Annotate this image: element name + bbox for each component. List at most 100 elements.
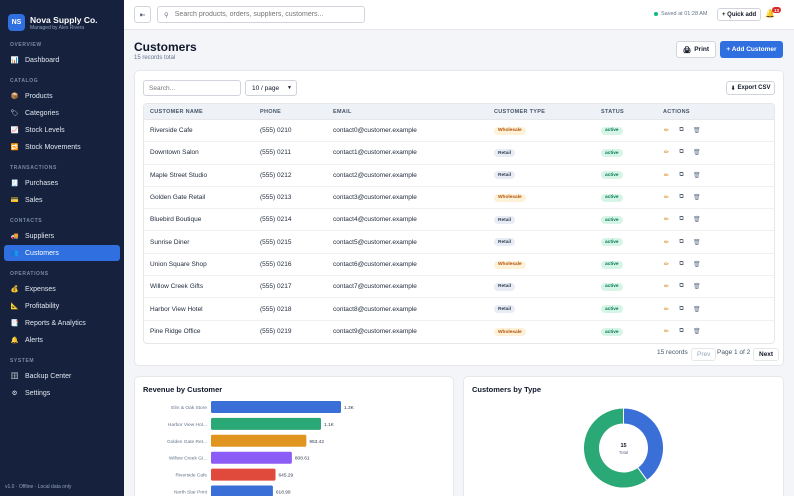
edit-icon[interactable]: ✏ — [663, 172, 670, 179]
edit-icon[interactable]: ✏ — [663, 329, 670, 336]
customers-table: CUSTOMER NAME PHONE EMAIL CUSTOMER TYPE … — [143, 103, 775, 344]
sidebar-item-backup-center[interactable]: 🗄 Backup Center — [4, 368, 120, 384]
duplicate-icon[interactable]: ⧉ — [679, 283, 684, 290]
edit-icon[interactable]: ✏ — [663, 306, 670, 313]
duplicate-icon[interactable]: ⧉ — [679, 127, 684, 134]
status-cell: active — [601, 305, 663, 314]
email-cell: contact1@customer.example — [333, 149, 417, 157]
table-row[interactable]: Bluebird Boutique (555) 0214 contact4@cust… — [144, 209, 774, 232]
table-search-input[interactable] — [143, 80, 241, 96]
revenue-chart-card: Revenue by Customer Elm & Oak Store 1.3K H… — [134, 376, 454, 496]
duplicate-icon[interactable]: ⧉ — [679, 260, 684, 267]
duplicate-icon[interactable]: ⧉ — [679, 149, 684, 156]
delete-icon[interactable]: 🗑 — [693, 150, 701, 157]
sidebar-item-dashboard[interactable]: 📊 Dashboard — [4, 52, 120, 68]
column-header-type[interactable]: CUSTOMER TYPE — [494, 108, 546, 115]
edit-icon[interactable]: ✏ — [663, 261, 670, 268]
sidebar-item-stock-levels[interactable]: 📈 Stock Levels — [4, 122, 120, 138]
column-header-actions: ACTIONS — [663, 108, 690, 115]
duplicate-icon[interactable]: ⧉ — [679, 194, 684, 201]
sidebar-item-profitability[interactable]: 📐 Profitability — [4, 298, 120, 314]
delete-icon[interactable]: 🗑 — [693, 284, 701, 291]
phone-cell: (555) 0217 — [260, 283, 292, 291]
edit-icon[interactable]: ✏ — [663, 217, 670, 224]
export-csv-button[interactable]: ⬇ Export CSV — [726, 81, 775, 95]
email-cell: contact5@customer.example — [333, 238, 417, 246]
table-row[interactable]: Downtown Salon (555) 0211 contact1@custome… — [144, 142, 774, 165]
column-header-phone[interactable]: PHONE — [260, 108, 282, 115]
alerts-count-badge: 13 — [772, 7, 782, 13]
bar-category-label: North Star Print — [174, 490, 208, 496]
edit-icon[interactable]: ✏ — [663, 128, 670, 135]
delete-icon[interactable]: 🗑 — [693, 329, 701, 336]
duplicate-icon[interactable]: ⧉ — [679, 216, 684, 223]
add-customer-button[interactable]: + Add Customer — [720, 41, 783, 58]
column-header-email[interactable]: EMAIL — [333, 108, 352, 115]
table-row[interactable]: Union Square Shop (555) 0216 contact6@cust… — [144, 254, 774, 277]
table-row[interactable]: Maple Street Studio (555) 0212 contact2@cu… — [144, 165, 774, 187]
duplicate-icon[interactable]: ⧉ — [679, 328, 684, 335]
sidebar-item-purchases[interactable]: 🧾 Purchases — [4, 175, 120, 191]
print-button[interactable]: 🖨 Print — [676, 41, 716, 58]
nav-section-title: OPERATIONS — [10, 271, 49, 277]
sidebar-item-label: Alerts — [25, 336, 43, 344]
sidebar-item-categories[interactable]: 🏷 Categories — [4, 105, 120, 121]
sidebar-item-expenses[interactable]: 💰 Expenses — [4, 281, 120, 297]
collapse-sidebar-button[interactable]: ⇤ — [134, 6, 151, 23]
table-row[interactable]: Riverside Cafe (555) 0210 contact0@custome… — [144, 120, 774, 143]
quick-add-button[interactable]: + Quick add — [717, 8, 762, 21]
sidebar-item-reports-analytics[interactable]: 📑 Reports & Analytics — [4, 315, 120, 331]
edit-icon[interactable]: ✏ — [663, 284, 670, 291]
table-body: Riverside Cafe (555) 0210 contact0@custome… — [144, 120, 774, 343]
trend-icon: 📈 — [10, 127, 19, 134]
duplicate-icon[interactable]: ⧉ — [679, 305, 684, 312]
actions-cell: ✏ ⧉ 🗑 — [663, 261, 723, 268]
edit-icon[interactable]: ✏ — [663, 195, 670, 202]
sidebar-item-label: Stock Movements — [25, 143, 81, 151]
edit-icon[interactable]: ✏ — [663, 150, 670, 157]
bell-icon[interactable]: 🔔 — [765, 9, 775, 18]
duplicate-icon[interactable]: ⧉ — [679, 238, 684, 245]
table-row[interactable]: Pine Ridge Office (555) 0219 contact9@cust… — [144, 321, 774, 343]
status-badge: active — [601, 305, 623, 314]
sidebar-item-stock-movements[interactable]: 🔁 Stock Movements — [4, 139, 120, 155]
sidebar-item-alerts[interactable]: 🔔 Alerts — [4, 332, 120, 348]
delete-icon[interactable]: 🗑 — [693, 195, 701, 202]
duplicate-icon[interactable]: ⧉ — [679, 171, 684, 178]
delete-icon[interactable]: 🗑 — [693, 128, 701, 135]
table-row[interactable]: Harbor View Hotel (555) 0218 contact8@cust… — [144, 298, 774, 321]
table-row[interactable]: Willow Creek Gifts (555) 0217 contact7@cus… — [144, 276, 774, 299]
page-size-value: 10 / page — [252, 84, 280, 92]
sidebar-item-sales[interactable]: 💳 Sales — [4, 192, 120, 208]
bar-value-label: 1.3K — [344, 405, 355, 411]
delete-icon[interactable]: 🗑 — [693, 306, 701, 313]
tag-icon: 🏷 — [10, 110, 19, 117]
sidebar-item-products[interactable]: 📦 Products — [4, 88, 120, 104]
actions-cell: ✏ ⧉ 🗑 — [663, 149, 723, 156]
sidebar-item-customers[interactable]: 👥 Customers — [4, 245, 120, 261]
next-page-button[interactable]: Next — [753, 348, 780, 361]
brand-logo: NS — [8, 14, 25, 31]
edit-icon[interactable]: ✏ — [663, 239, 670, 246]
delete-icon[interactable]: 🗑 — [693, 172, 701, 179]
table-row[interactable]: Golden Gate Retail (555) 0213 contact3@cus… — [144, 187, 774, 210]
prev-page-button[interactable]: Prev — [691, 348, 717, 361]
delete-icon[interactable]: 🗑 — [693, 239, 701, 246]
delete-icon[interactable]: 🗑 — [693, 261, 701, 268]
sidebar-item-settings[interactable]: ⚙ Settings — [4, 385, 120, 401]
column-header-name[interactable]: CUSTOMER NAME — [150, 108, 203, 115]
page-size-select[interactable]: 10 / page ▼ — [245, 80, 297, 96]
customer-name-cell: Golden Gate Retail — [150, 194, 206, 202]
global-search[interactable]: ⚲ — [157, 6, 365, 23]
sidebar: NS Nova Supply Co. Managed by Alex River… — [0, 0, 124, 496]
customer-name-cell: Pine Ridge Office — [150, 328, 201, 336]
table-row[interactable]: Sunrise Diner (555) 0215 contact5@customer… — [144, 231, 774, 254]
status-cell: active — [601, 238, 663, 247]
delete-icon[interactable]: 🗑 — [693, 217, 701, 224]
sidebar-item-suppliers[interactable]: 🚚 Suppliers — [4, 228, 120, 244]
column-header-status[interactable]: STATUS — [601, 108, 624, 115]
global-search-input[interactable] — [174, 11, 360, 18]
nav-section-title: CATALOG — [10, 78, 39, 84]
truck-icon: 🚚 — [10, 233, 19, 240]
customer-type-cell: Wholesale — [494, 260, 601, 269]
